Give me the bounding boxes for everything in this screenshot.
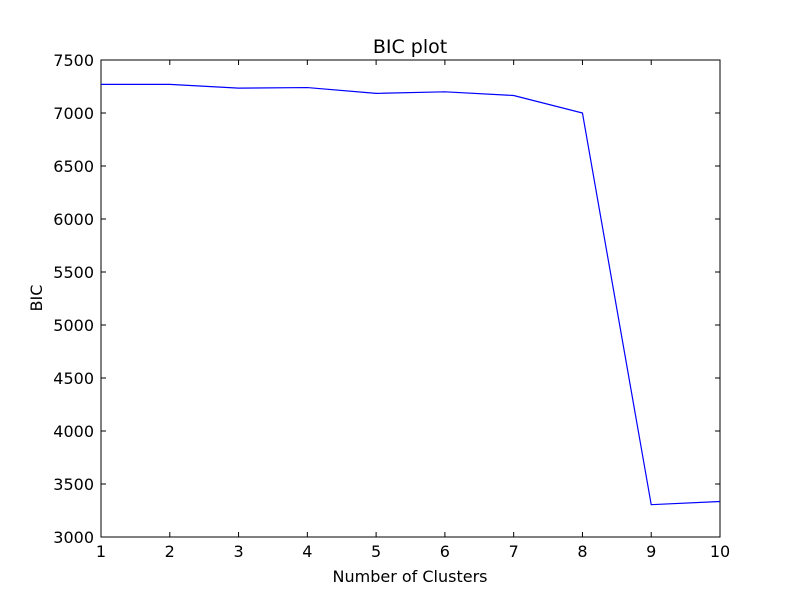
y-tick-label: 6000 [53, 210, 94, 229]
y-tick-label: 6500 [53, 157, 94, 176]
x-tick-label: 10 [710, 542, 730, 561]
x-tick-label: 1 [96, 542, 106, 561]
x-tick-label: 5 [371, 542, 381, 561]
y-tick-label: 7500 [53, 51, 94, 70]
bic-series-line [101, 83, 721, 506]
x-tick-label: 7 [509, 542, 519, 561]
x-tick-label: 3 [233, 542, 243, 561]
y-tick-label: 5500 [53, 263, 94, 282]
y-axis-title: BIC [27, 285, 46, 312]
y-tick-label: 3000 [53, 528, 94, 547]
chart-title: BIC plot [373, 36, 447, 58]
plot-area-frame [100, 59, 721, 538]
x-tick-label: 8 [577, 542, 587, 561]
y-tick-label: 7000 [53, 104, 94, 123]
x-axis: 1 2 3 4 5 6 7 8 9 10 [96, 60, 730, 561]
y-tick-label: 4500 [53, 369, 94, 388]
series-layer [101, 83, 721, 506]
x-tick-label: 6 [440, 542, 450, 561]
y-tick-label: 5000 [53, 316, 94, 335]
x-tick-label: 2 [165, 542, 175, 561]
x-axis-title: Number of Clusters [333, 567, 488, 586]
y-axis: 3000 3500 4000 4500 5000 5500 6000 6500 7000 7500 [53, 51, 720, 547]
x-tick-label: 4 [302, 542, 312, 561]
x-tick-label: 9 [646, 542, 656, 561]
y-tick-label: 4000 [53, 422, 94, 441]
y-tick-label: 3500 [53, 475, 94, 494]
